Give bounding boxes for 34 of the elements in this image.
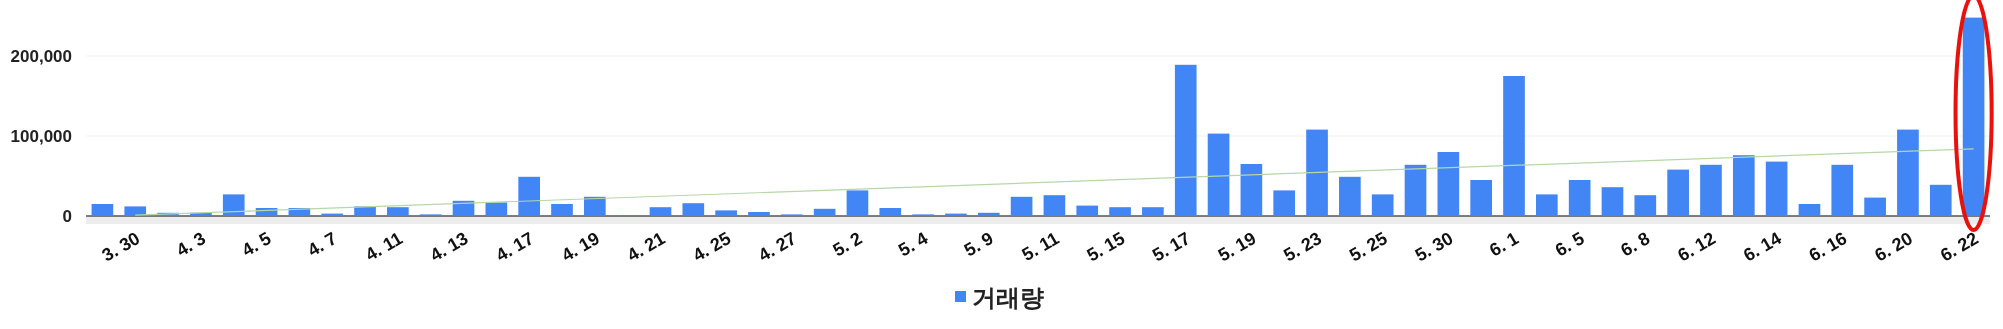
x-tick-label: 5. 9: [960, 228, 997, 261]
x-tick-label: 5. 25: [1346, 228, 1391, 266]
x-tick-label: 6. 22: [1936, 228, 1982, 266]
legend: 거래량: [955, 284, 1044, 312]
x-tick-label: 5. 11: [1018, 228, 1063, 265]
y-tick-label: 100,000: [10, 127, 72, 146]
x-tick-label: 4. 25: [689, 228, 735, 266]
x-tick-label: 4. 21: [623, 228, 669, 266]
x-tick-label: 4. 17: [492, 228, 538, 266]
x-tick-label: 5. 4: [895, 228, 932, 261]
x-tick-label: 4. 13: [426, 228, 472, 266]
x-tick-label: 3. 30: [98, 228, 144, 266]
x-tick-label: 5. 2: [829, 228, 866, 261]
x-tick-label: 6. 8: [1617, 228, 1654, 261]
x-tick-label: 4. 19: [558, 228, 603, 266]
x-tick-label: 6. 16: [1805, 228, 1851, 266]
x-tick-label: 6. 20: [1871, 228, 1916, 266]
x-tick-label: 4. 11: [362, 228, 406, 265]
x-tick-label: 5. 17: [1149, 228, 1194, 266]
x-tick-label: 6. 14: [1739, 228, 1785, 266]
x-tick-label: 6. 5: [1551, 228, 1588, 261]
x-tick-label: 6. 1: [1485, 228, 1522, 261]
x-tick-label: 5. 30: [1411, 228, 1457, 266]
x-tick-label: 4. 3: [172, 228, 209, 261]
x-tick-label: 4. 5: [238, 228, 275, 261]
x-tick-label: 5. 19: [1214, 228, 1260, 266]
x-tick-label: 5. 23: [1280, 228, 1326, 266]
y-tick-label: 200,000: [10, 47, 72, 66]
legend-label: 거래량: [972, 284, 1044, 312]
x-tick-label: 4. 7: [304, 228, 341, 261]
x-tick-label: 5. 15: [1083, 228, 1129, 266]
y-tick-label: 0: [62, 207, 72, 226]
x-tick-label: 4. 27: [755, 228, 800, 266]
x-tick-label: 6. 12: [1674, 228, 1719, 266]
